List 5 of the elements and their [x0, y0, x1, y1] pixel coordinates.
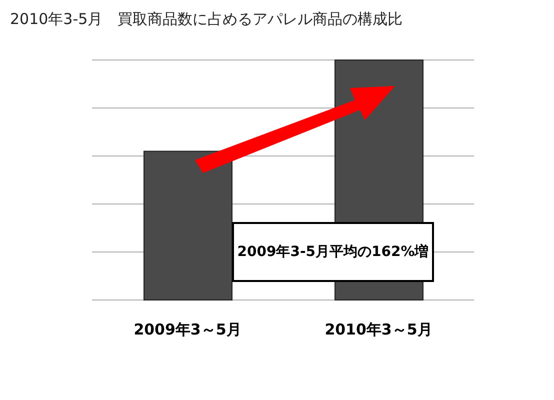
annotation: 2009年3-5月平均の162%増: [237, 243, 429, 261]
chart-title: 2010年3-5月 買取商品数に占めるアパレル商品の構成比: [10, 10, 403, 29]
text-box: 2009年3-5月平均の162%増: [232, 222, 434, 282]
x-tick-label: 2010年3～5月: [324, 320, 432, 339]
x-tick-label: 2009年3～5月: [134, 320, 242, 339]
